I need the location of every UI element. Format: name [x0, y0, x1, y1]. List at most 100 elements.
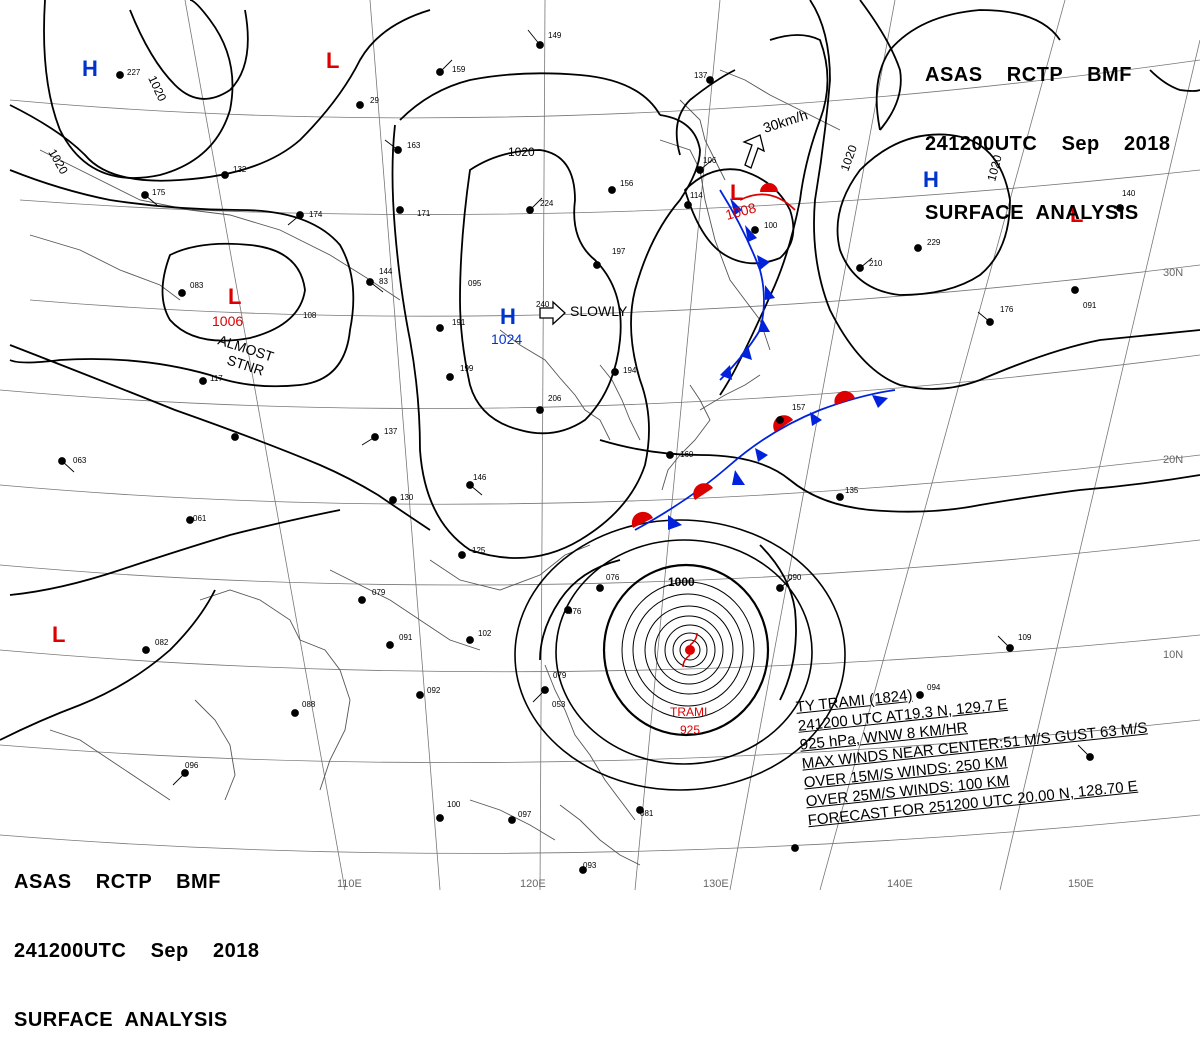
station-value: 108 — [303, 311, 317, 320]
station-value: 157 — [792, 403, 806, 412]
motion-speed-label: 30km/h — [761, 106, 810, 135]
lat-label-10n: 10N — [1163, 649, 1183, 661]
high-pressure-symbol: H — [82, 56, 98, 81]
station-value: 079 — [372, 588, 386, 597]
station-value: 125 — [472, 546, 486, 555]
station-value: 130 — [400, 493, 414, 502]
high-pressure-value: 1024 — [491, 331, 522, 347]
lat-label-30n: 30N — [1163, 267, 1183, 279]
station-value: 206 — [548, 394, 562, 403]
station-value: 199 — [460, 364, 474, 373]
pressure-values: 1006 1024 1008 — [212, 199, 758, 347]
station-value: 102 — [478, 629, 492, 638]
typhoon-label: TRAMI 925 — [670, 705, 707, 737]
slowly-label: SLOWLY — [570, 303, 628, 319]
typhoon-name: TRAMI — [670, 705, 707, 719]
station-value: 149 — [548, 31, 562, 40]
station-value: 171 — [417, 209, 431, 218]
station-value: 091 — [1083, 301, 1097, 310]
high-pressure-symbol: H — [923, 167, 939, 192]
station-value: 114 — [690, 191, 703, 200]
station-value: 095 — [468, 279, 482, 288]
low-pressure-value: 1008 — [724, 199, 758, 223]
isobar-label: 1020 — [145, 73, 169, 103]
station-value: 090 — [788, 573, 802, 582]
station-value: 117 — [210, 374, 223, 383]
station-value: 135 — [845, 486, 859, 495]
lon-label-120e: 120E — [520, 878, 546, 890]
station-value: 156 — [620, 179, 634, 188]
station-value: 137 — [694, 71, 708, 80]
station-value: 076 — [606, 573, 620, 582]
station-value: 106 — [703, 156, 717, 165]
station-value: 100 — [447, 800, 461, 809]
lon-label-110e: 110E — [337, 878, 362, 890]
station-value: 174 — [309, 210, 323, 219]
station-value: 197 — [612, 247, 626, 256]
station-value: 229 — [927, 238, 941, 247]
station-labels: 149 159 29 163 171 174 144 83 191 199 09… — [73, 31, 1136, 870]
station-value: 093 — [583, 861, 597, 870]
station-value: 159 — [452, 65, 466, 74]
isobar-label: 1020 — [508, 145, 535, 159]
header-line-title: SURFACE ANALYSIS — [925, 202, 1139, 224]
low-pressure-symbol: L — [228, 284, 241, 309]
station-value: 176 — [1000, 305, 1014, 314]
weather-map: 1020 1020 1020 1020 1020 1000 110E 120E … — [0, 0, 1200, 891]
isobar-label: 1020 — [984, 153, 1005, 183]
isobar-label: 1020 — [45, 147, 71, 177]
lon-label-140e: 140E — [887, 878, 913, 890]
isobars — [0, 0, 1200, 741]
station-value: 109 — [1018, 633, 1032, 642]
warm-front-north — [739, 183, 796, 211]
cold-front-north — [719, 189, 775, 381]
isobar-label: 1020 — [838, 143, 860, 173]
map-header-top-right: ASAS RCTP BMF 241200UTC Sep 2018 SURFACE… — [925, 18, 1170, 248]
station-value: 096 — [185, 761, 199, 770]
map-header-bottom-left: ASAS RCTP BMF 241200UTC Sep 2018 SURFACE… — [14, 825, 259, 1055]
pressure-systems: H L L H L H L L — [52, 48, 1083, 647]
station-value: 210 — [869, 259, 883, 268]
station-value: 146 — [473, 473, 487, 482]
station-value: 137 — [384, 427, 398, 436]
stationary-front — [631, 389, 896, 531]
low-pressure-symbol: L — [52, 622, 65, 647]
station-value: 092 — [427, 686, 441, 695]
station-value: 194 — [623, 366, 637, 375]
station-wind-barbs — [61, 29, 1091, 786]
station-value: 094 — [927, 683, 941, 692]
header-line-station: ASAS RCTP BMF — [925, 64, 1132, 86]
low-pressure-symbol: L — [326, 48, 339, 73]
lat-lon-grid — [0, 0, 1200, 891]
station-value: 076 — [568, 607, 582, 616]
station-value: 191 — [452, 318, 466, 327]
grid-labels: 110E 120E 130E 140E 150E 30N 20N 10N — [337, 267, 1183, 890]
coastlines — [29, 69, 841, 866]
header-line-time: 241200UTC Sep 2018 — [14, 940, 260, 962]
station-value: 160 — [680, 450, 694, 459]
lon-label-130e: 130E — [703, 878, 729, 890]
station-value: 083 — [190, 281, 204, 290]
high-pressure-symbol: H — [500, 304, 516, 329]
station-value: 082 — [155, 638, 169, 647]
typhoon-isobars — [514, 519, 846, 791]
motion-arrows — [539, 134, 765, 326]
header-line-time: 241200UTC Sep 2018 — [925, 133, 1171, 155]
station-markers — [58, 41, 1124, 874]
station-value: 140 — [1122, 189, 1136, 198]
lon-label-150e: 150E — [1068, 878, 1094, 890]
station-value: 227 — [127, 68, 141, 77]
station-value: 83 — [379, 277, 388, 286]
header-line-station: ASAS RCTP BMF — [14, 871, 221, 893]
station-value: 091 — [399, 633, 413, 642]
station-value: 061 — [193, 514, 207, 523]
lat-label-20n: 20N — [1163, 454, 1183, 466]
station-value: 175 — [152, 188, 166, 197]
station-value: 132 — [233, 165, 247, 174]
station-value: 079 — [553, 671, 567, 680]
station-value: 144 — [379, 267, 393, 276]
low-pressure-symbol: L — [1070, 202, 1083, 227]
station-value: 088 — [302, 700, 316, 709]
station-value: 240 — [536, 300, 550, 309]
header-line-title: SURFACE ANALYSIS — [14, 1009, 228, 1031]
